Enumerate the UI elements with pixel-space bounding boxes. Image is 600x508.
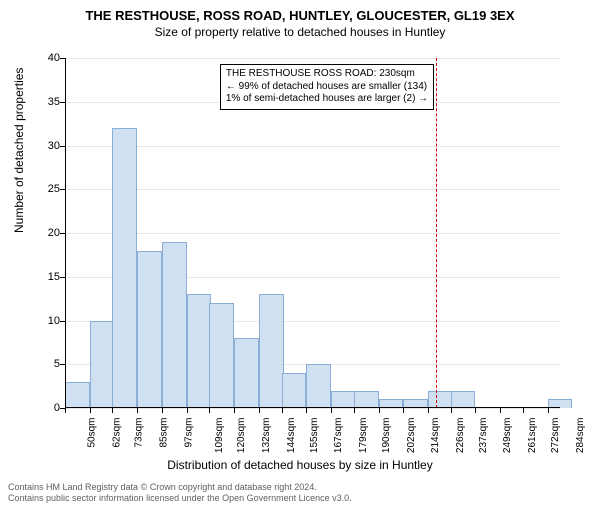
gridline bbox=[65, 58, 560, 59]
x-tick-mark bbox=[259, 408, 260, 413]
x-tick-label: 249sqm bbox=[503, 418, 514, 454]
x-tick-mark bbox=[137, 408, 138, 413]
x-tick-mark bbox=[331, 408, 332, 413]
x-tick-label: 62sqm bbox=[111, 418, 122, 448]
x-tick-label: 261sqm bbox=[527, 418, 538, 454]
x-tick-mark bbox=[403, 408, 404, 413]
x-tick-label: 109sqm bbox=[214, 418, 225, 454]
x-tick-mark bbox=[162, 408, 163, 413]
y-axis-line bbox=[65, 58, 66, 408]
x-tick-mark bbox=[112, 408, 113, 413]
x-tick-label: 50sqm bbox=[87, 418, 98, 448]
chart-plot-area: 051015202530354050sqm62sqm73sqm85sqm97sq… bbox=[65, 58, 560, 408]
histogram-bar bbox=[259, 294, 284, 408]
histogram-bar bbox=[65, 382, 90, 408]
histogram-bar bbox=[331, 391, 356, 409]
footer-line-1: Contains HM Land Registry data © Crown c… bbox=[8, 482, 352, 493]
x-tick-label: 155sqm bbox=[309, 418, 320, 454]
y-tick-label: 5 bbox=[30, 358, 60, 370]
x-tick-label: 144sqm bbox=[286, 418, 297, 454]
x-tick-label: 202sqm bbox=[406, 418, 417, 454]
x-tick-label: 226sqm bbox=[455, 418, 466, 454]
y-axis-label: Number of detached properties bbox=[12, 68, 26, 233]
gridline bbox=[65, 408, 560, 409]
footer-line-2: Contains public sector information licen… bbox=[8, 493, 352, 504]
x-tick-label: 120sqm bbox=[236, 418, 247, 454]
x-tick-label: 237sqm bbox=[478, 418, 489, 454]
x-tick-mark bbox=[354, 408, 355, 413]
x-tick-label: 284sqm bbox=[575, 418, 586, 454]
histogram-bar bbox=[162, 242, 187, 408]
annotation-callout: THE RESTHOUSE ROSS ROAD: 230sqm← 99% of … bbox=[220, 64, 434, 110]
x-tick-mark bbox=[187, 408, 188, 413]
x-tick-label: 97sqm bbox=[183, 418, 194, 448]
histogram-bar bbox=[282, 373, 307, 408]
histogram-bar bbox=[451, 391, 476, 409]
x-tick-label: 85sqm bbox=[159, 418, 170, 448]
y-tick-label: 25 bbox=[30, 183, 60, 195]
x-tick-label: 190sqm bbox=[381, 418, 392, 454]
chart-supertitle: THE RESTHOUSE, ROSS ROAD, HUNTLEY, GLOUC… bbox=[0, 8, 600, 23]
x-tick-mark bbox=[451, 408, 452, 413]
x-tick-mark bbox=[475, 408, 476, 413]
annotation-line: 1% of semi-detached houses are larger (2… bbox=[226, 93, 428, 106]
histogram-bar bbox=[209, 303, 234, 408]
x-tick-label: 214sqm bbox=[430, 418, 441, 454]
x-tick-mark bbox=[209, 408, 210, 413]
y-tick-label: 40 bbox=[30, 52, 60, 64]
x-tick-mark bbox=[282, 408, 283, 413]
gridline bbox=[65, 233, 560, 234]
histogram-bar bbox=[428, 391, 453, 409]
y-tick-label: 10 bbox=[30, 315, 60, 327]
histogram-bar bbox=[112, 128, 137, 408]
x-tick-label: 132sqm bbox=[261, 418, 272, 454]
x-tick-mark bbox=[428, 408, 429, 413]
gridline bbox=[65, 189, 560, 190]
y-tick-label: 20 bbox=[30, 227, 60, 239]
annotation-line: ← 99% of detached houses are smaller (13… bbox=[226, 81, 428, 94]
x-axis-line bbox=[65, 407, 560, 408]
x-tick-mark bbox=[90, 408, 91, 413]
histogram-bar bbox=[234, 338, 259, 408]
x-tick-mark bbox=[379, 408, 380, 413]
x-axis-label: Distribution of detached houses by size … bbox=[0, 458, 600, 472]
x-tick-label: 73sqm bbox=[134, 418, 145, 448]
histogram-bar bbox=[137, 251, 162, 409]
footer-attribution: Contains HM Land Registry data © Crown c… bbox=[8, 482, 352, 504]
y-tick-label: 15 bbox=[30, 271, 60, 283]
x-tick-mark bbox=[65, 408, 66, 413]
x-tick-label: 167sqm bbox=[333, 418, 344, 454]
y-tick-label: 30 bbox=[30, 140, 60, 152]
gridline bbox=[65, 146, 560, 147]
x-tick-mark bbox=[306, 408, 307, 413]
annotation-line: THE RESTHOUSE ROSS ROAD: 230sqm bbox=[226, 68, 428, 81]
chart-subtitle: Size of property relative to detached ho… bbox=[0, 25, 600, 39]
histogram-bar bbox=[90, 321, 115, 409]
x-tick-mark bbox=[500, 408, 501, 413]
x-tick-label: 272sqm bbox=[550, 418, 561, 454]
x-tick-mark bbox=[523, 408, 524, 413]
y-tick-label: 35 bbox=[30, 96, 60, 108]
x-tick-mark bbox=[234, 408, 235, 413]
histogram-bar bbox=[306, 364, 331, 408]
x-tick-mark bbox=[548, 408, 549, 413]
x-tick-label: 179sqm bbox=[358, 418, 369, 454]
histogram-bar bbox=[354, 391, 379, 409]
histogram-bar bbox=[187, 294, 212, 408]
y-tick-label: 0 bbox=[30, 402, 60, 414]
reference-line bbox=[436, 58, 437, 408]
